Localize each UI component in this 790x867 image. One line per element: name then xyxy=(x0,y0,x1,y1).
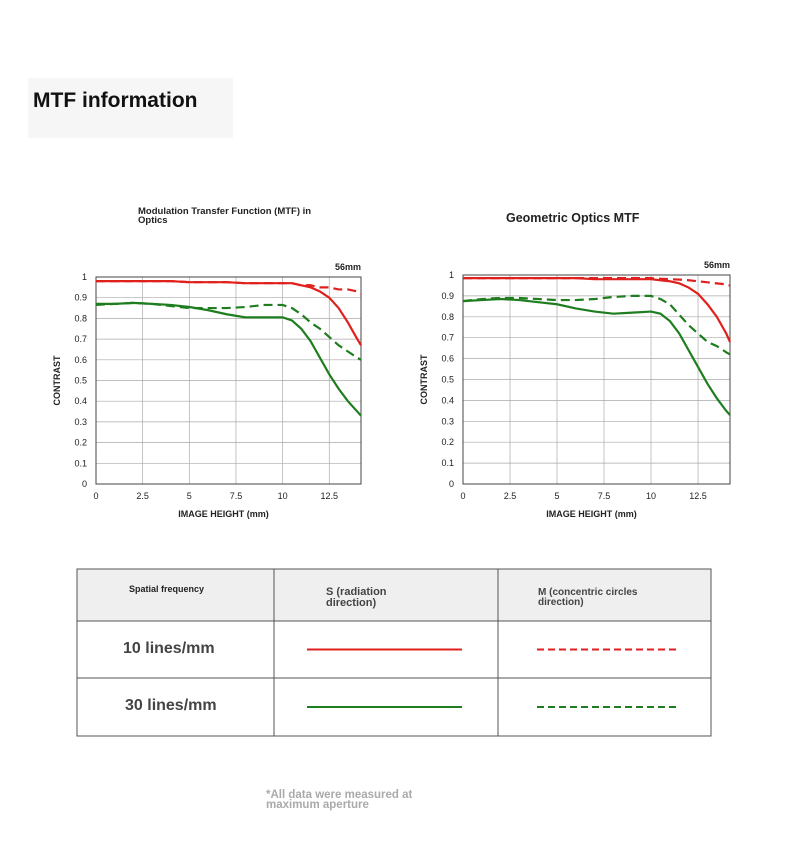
table-header: Spatial frequency xyxy=(129,584,205,594)
y-tick-label: 0.3 xyxy=(441,416,454,426)
x-axis-label: IMAGE HEIGHT (mm) xyxy=(546,509,637,519)
annotation: 56mm xyxy=(335,262,361,272)
x-tick-label: 12.5 xyxy=(689,491,707,501)
y-tick-label: 0.2 xyxy=(441,437,454,447)
y-tick-label: 0.7 xyxy=(74,334,87,344)
mtf-line xyxy=(463,277,731,287)
y-tick-label: 0 xyxy=(82,479,87,489)
y-tick-label: 0.8 xyxy=(441,312,454,322)
x-tick-label: 12.5 xyxy=(321,491,339,501)
x-tick-label: 10 xyxy=(278,491,288,501)
y-tick-label: 0.3 xyxy=(74,417,87,427)
y-tick-label: 0.1 xyxy=(441,458,454,468)
mtf-line xyxy=(463,277,732,343)
mtf-line xyxy=(462,297,731,416)
x-tick-label: 5 xyxy=(555,491,560,501)
x-tick-label: 7.5 xyxy=(230,491,243,501)
y-axis-label: CONTRAST xyxy=(52,355,62,405)
y-tick-label: 0.5 xyxy=(441,375,454,385)
y-tick-label: 0.1 xyxy=(74,458,87,468)
page-title: MTF information xyxy=(33,89,198,112)
y-tick-label: 1 xyxy=(449,270,454,280)
y-tick-label: 0.8 xyxy=(74,313,87,323)
y-tick-label: 0 xyxy=(449,479,454,489)
x-tick-label: 5 xyxy=(187,491,192,501)
footnote: *All data were measured at maximum apert… xyxy=(266,789,413,811)
x-axis-label: IMAGE HEIGHT (mm) xyxy=(178,509,269,519)
y-tick-label: 0.6 xyxy=(441,354,454,364)
x-tick-label: 0 xyxy=(93,491,98,501)
mtf-line xyxy=(462,294,731,356)
chart-title: Geometric Optics MTF xyxy=(506,211,640,225)
y-tick-label: 0.4 xyxy=(441,395,454,405)
title-panel xyxy=(28,78,233,138)
plot-frame xyxy=(462,274,731,485)
y-tick-label: 0.4 xyxy=(74,396,87,406)
y-tick-label: 0.9 xyxy=(74,293,87,303)
table-header: M (concentric circles direction) xyxy=(538,587,638,608)
table-header: S (radiation direction) xyxy=(326,586,387,609)
mtf-line xyxy=(95,301,362,361)
x-tick-label: 0 xyxy=(460,491,465,501)
table-frame xyxy=(76,568,712,737)
mtf-line xyxy=(96,280,362,346)
y-tick-label: 0.5 xyxy=(74,376,87,386)
x-tick-label: 2.5 xyxy=(136,491,149,501)
y-axis-label: CONTRAST xyxy=(419,354,429,404)
y-tick-label: 0.7 xyxy=(441,333,454,343)
mtf-line xyxy=(96,301,362,417)
x-tick-label: 2.5 xyxy=(504,491,517,501)
chart-title: Modulation Transfer Function (MTF) in Op… xyxy=(138,206,312,226)
row-label: 30 lines/mm xyxy=(125,697,217,714)
mtf-line xyxy=(96,280,362,295)
y-tick-label: 1 xyxy=(82,272,87,282)
annotation: 56mm xyxy=(704,260,730,270)
x-tick-label: 7.5 xyxy=(598,491,611,501)
row-label: 10 lines/mm xyxy=(123,640,215,657)
y-tick-label: 0.9 xyxy=(441,291,454,301)
plot-frame xyxy=(95,276,362,485)
x-tick-label: 10 xyxy=(646,491,656,501)
y-tick-label: 0.6 xyxy=(74,355,87,365)
y-tick-label: 0.2 xyxy=(74,438,87,448)
table-header-bg xyxy=(77,569,711,621)
